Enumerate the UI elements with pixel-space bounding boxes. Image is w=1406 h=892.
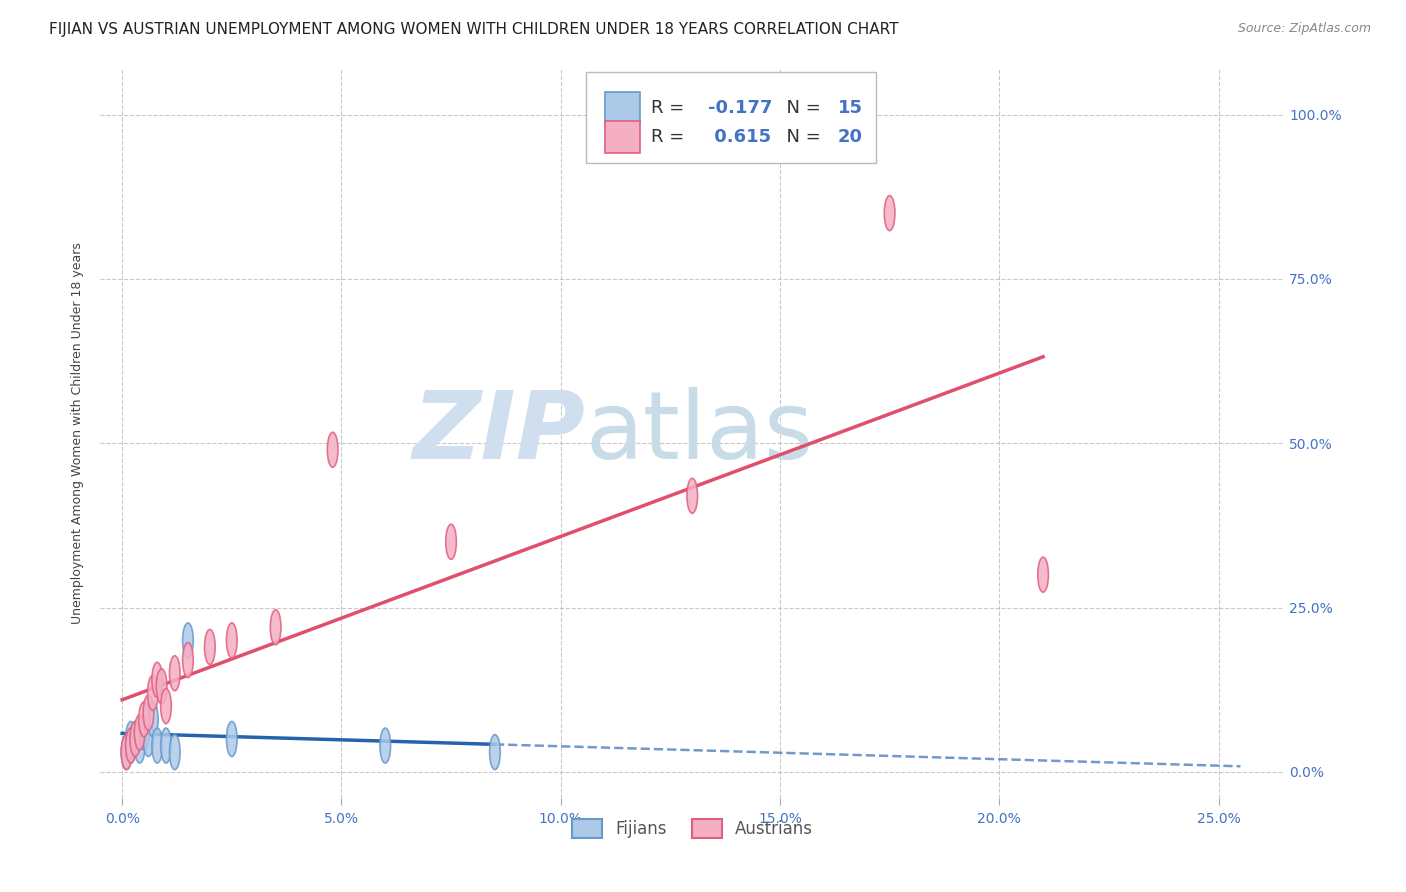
Ellipse shape xyxy=(226,623,238,658)
Ellipse shape xyxy=(688,478,697,513)
Ellipse shape xyxy=(148,675,157,711)
Ellipse shape xyxy=(125,722,136,756)
Ellipse shape xyxy=(270,610,281,645)
Ellipse shape xyxy=(135,714,145,750)
Ellipse shape xyxy=(129,722,141,756)
Y-axis label: Unemployment Among Women with Children Under 18 years: Unemployment Among Women with Children U… xyxy=(72,243,84,624)
Text: 0.615: 0.615 xyxy=(707,128,770,146)
Text: FIJIAN VS AUSTRIAN UNEMPLOYMENT AMONG WOMEN WITH CHILDREN UNDER 18 YEARS CORRELA: FIJIAN VS AUSTRIAN UNEMPLOYMENT AMONG WO… xyxy=(49,22,898,37)
Ellipse shape xyxy=(156,669,167,704)
Ellipse shape xyxy=(129,722,141,756)
Ellipse shape xyxy=(148,702,157,737)
Legend: Fijians, Austrians: Fijians, Austrians xyxy=(565,812,820,845)
Ellipse shape xyxy=(884,195,896,231)
FancyBboxPatch shape xyxy=(586,72,876,163)
Text: -0.177: -0.177 xyxy=(707,99,772,117)
Text: R =: R = xyxy=(651,99,690,117)
Text: 20: 20 xyxy=(838,128,863,146)
Ellipse shape xyxy=(125,728,136,763)
Ellipse shape xyxy=(170,656,180,690)
Ellipse shape xyxy=(183,623,193,658)
FancyBboxPatch shape xyxy=(605,92,640,124)
FancyBboxPatch shape xyxy=(605,121,640,153)
Ellipse shape xyxy=(1038,558,1049,592)
Ellipse shape xyxy=(204,630,215,665)
Ellipse shape xyxy=(328,433,337,467)
Ellipse shape xyxy=(121,735,132,770)
Ellipse shape xyxy=(139,714,149,750)
Ellipse shape xyxy=(152,663,163,698)
Text: R =: R = xyxy=(651,128,690,146)
Ellipse shape xyxy=(226,722,238,756)
Ellipse shape xyxy=(489,735,501,770)
Ellipse shape xyxy=(183,642,193,678)
Ellipse shape xyxy=(121,735,132,770)
Ellipse shape xyxy=(152,728,163,763)
Text: Source: ZipAtlas.com: Source: ZipAtlas.com xyxy=(1237,22,1371,36)
Ellipse shape xyxy=(125,728,136,763)
Text: N =: N = xyxy=(775,128,827,146)
Ellipse shape xyxy=(170,735,180,770)
Ellipse shape xyxy=(446,524,457,559)
Ellipse shape xyxy=(160,689,172,723)
Ellipse shape xyxy=(135,728,145,763)
Text: 15: 15 xyxy=(838,99,863,117)
Ellipse shape xyxy=(380,728,391,763)
Ellipse shape xyxy=(160,728,172,763)
Ellipse shape xyxy=(143,695,153,731)
Ellipse shape xyxy=(139,702,149,737)
Text: N =: N = xyxy=(775,99,827,117)
Text: atlas: atlas xyxy=(586,387,814,479)
Ellipse shape xyxy=(143,722,153,756)
Text: ZIP: ZIP xyxy=(413,387,586,479)
